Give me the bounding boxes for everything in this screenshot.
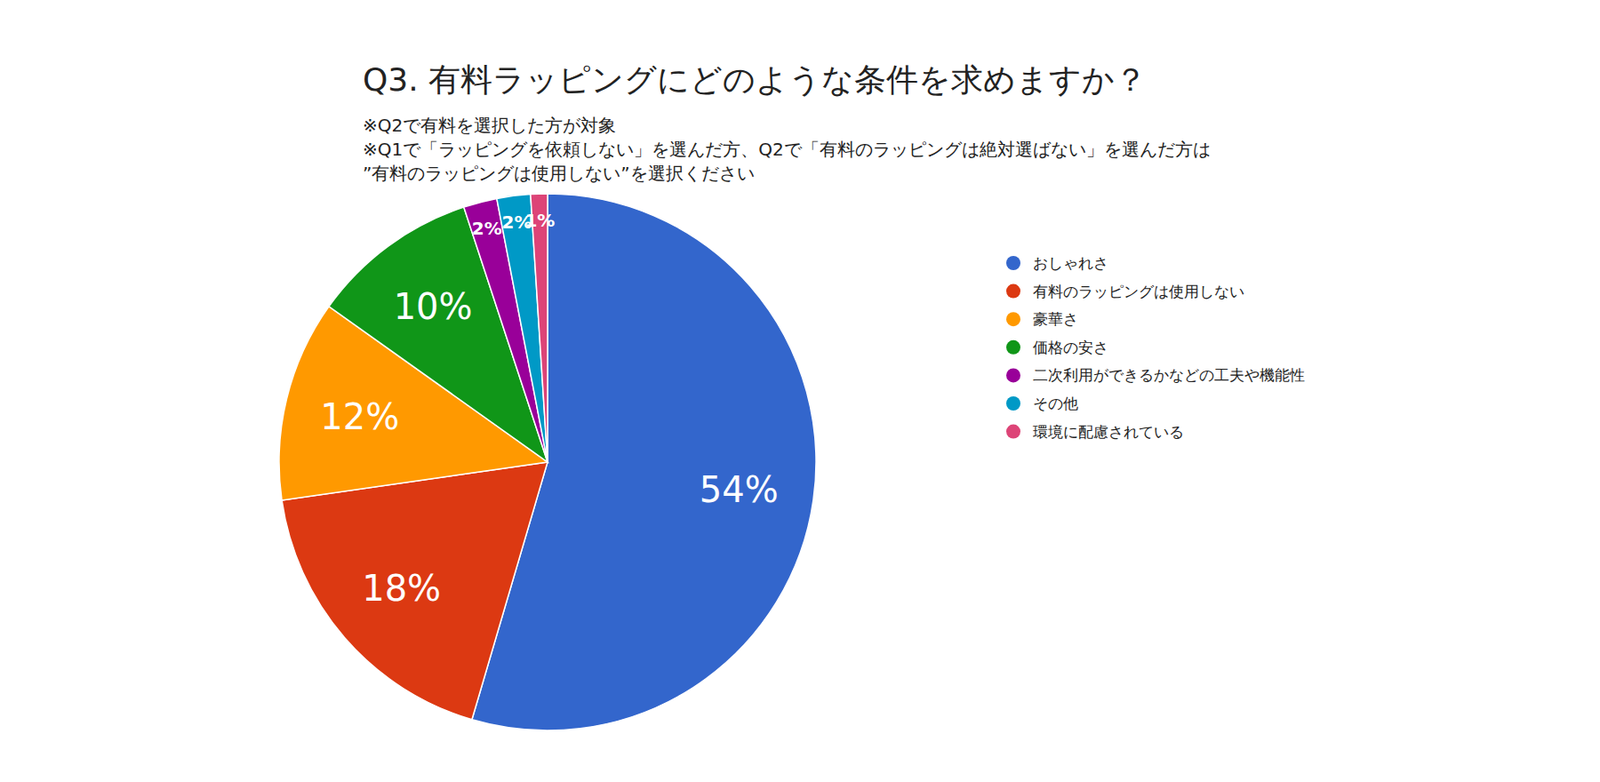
pie-slice bbox=[496, 194, 548, 463]
pie-slice bbox=[281, 462, 548, 720]
data-label: 1% bbox=[524, 209, 555, 232]
legend-swatch bbox=[1006, 340, 1021, 355]
data-label: 2% bbox=[472, 217, 503, 240]
pie-slice bbox=[530, 193, 548, 463]
subtitle: ”有料のラッピングは使用しない”を選択ください bbox=[362, 162, 755, 184]
legend: おしゃれさ有料のラッピングは使用しない豪華さ価格の安さ二次利用ができるかなどの工… bbox=[1006, 254, 1305, 441]
legend-label: 環境に配慮されている bbox=[1032, 423, 1184, 441]
chart: Q3. 有料ラッピングにどのような条件を求めますか？ ※Q2で有料を選択した方が対… bbox=[0, 0, 1600, 782]
legend-swatch bbox=[1006, 256, 1021, 271]
data-label: 18% bbox=[361, 568, 441, 609]
data-label: 54% bbox=[699, 469, 779, 511]
legend-label: その他 bbox=[1032, 394, 1079, 413]
subtitle: ※Q2で有料を選択した方が対象 bbox=[362, 114, 616, 136]
legend-swatch bbox=[1006, 424, 1021, 440]
legend-swatch bbox=[1006, 284, 1021, 299]
legend-label: 二次利用ができるかなどの工夫や機能性 bbox=[1032, 366, 1305, 384]
legend-swatch bbox=[1006, 396, 1021, 411]
title: Q3. 有料ラッピングにどのような条件を求めますか？ bbox=[362, 61, 1147, 98]
subtitle: ※Q1で「ラッピングを依頼しない」を選んだ方、Q2で「有料のラッピングは絶対選ば… bbox=[362, 138, 1211, 160]
data-labels: 54%18%12%10%2%2%1% bbox=[320, 209, 778, 609]
pie bbox=[279, 193, 816, 731]
data-label: 10% bbox=[393, 286, 473, 328]
data-label: 12% bbox=[320, 396, 400, 438]
legend-swatch bbox=[1006, 312, 1021, 327]
legend-swatch bbox=[1006, 368, 1021, 383]
legend-label: 有料のラッピングは使用しない bbox=[1032, 282, 1245, 301]
legend-label: 豪華さ bbox=[1032, 310, 1079, 328]
legend-label: おしゃれさ bbox=[1032, 254, 1109, 272]
legend-label: 価格の安さ bbox=[1032, 338, 1109, 357]
